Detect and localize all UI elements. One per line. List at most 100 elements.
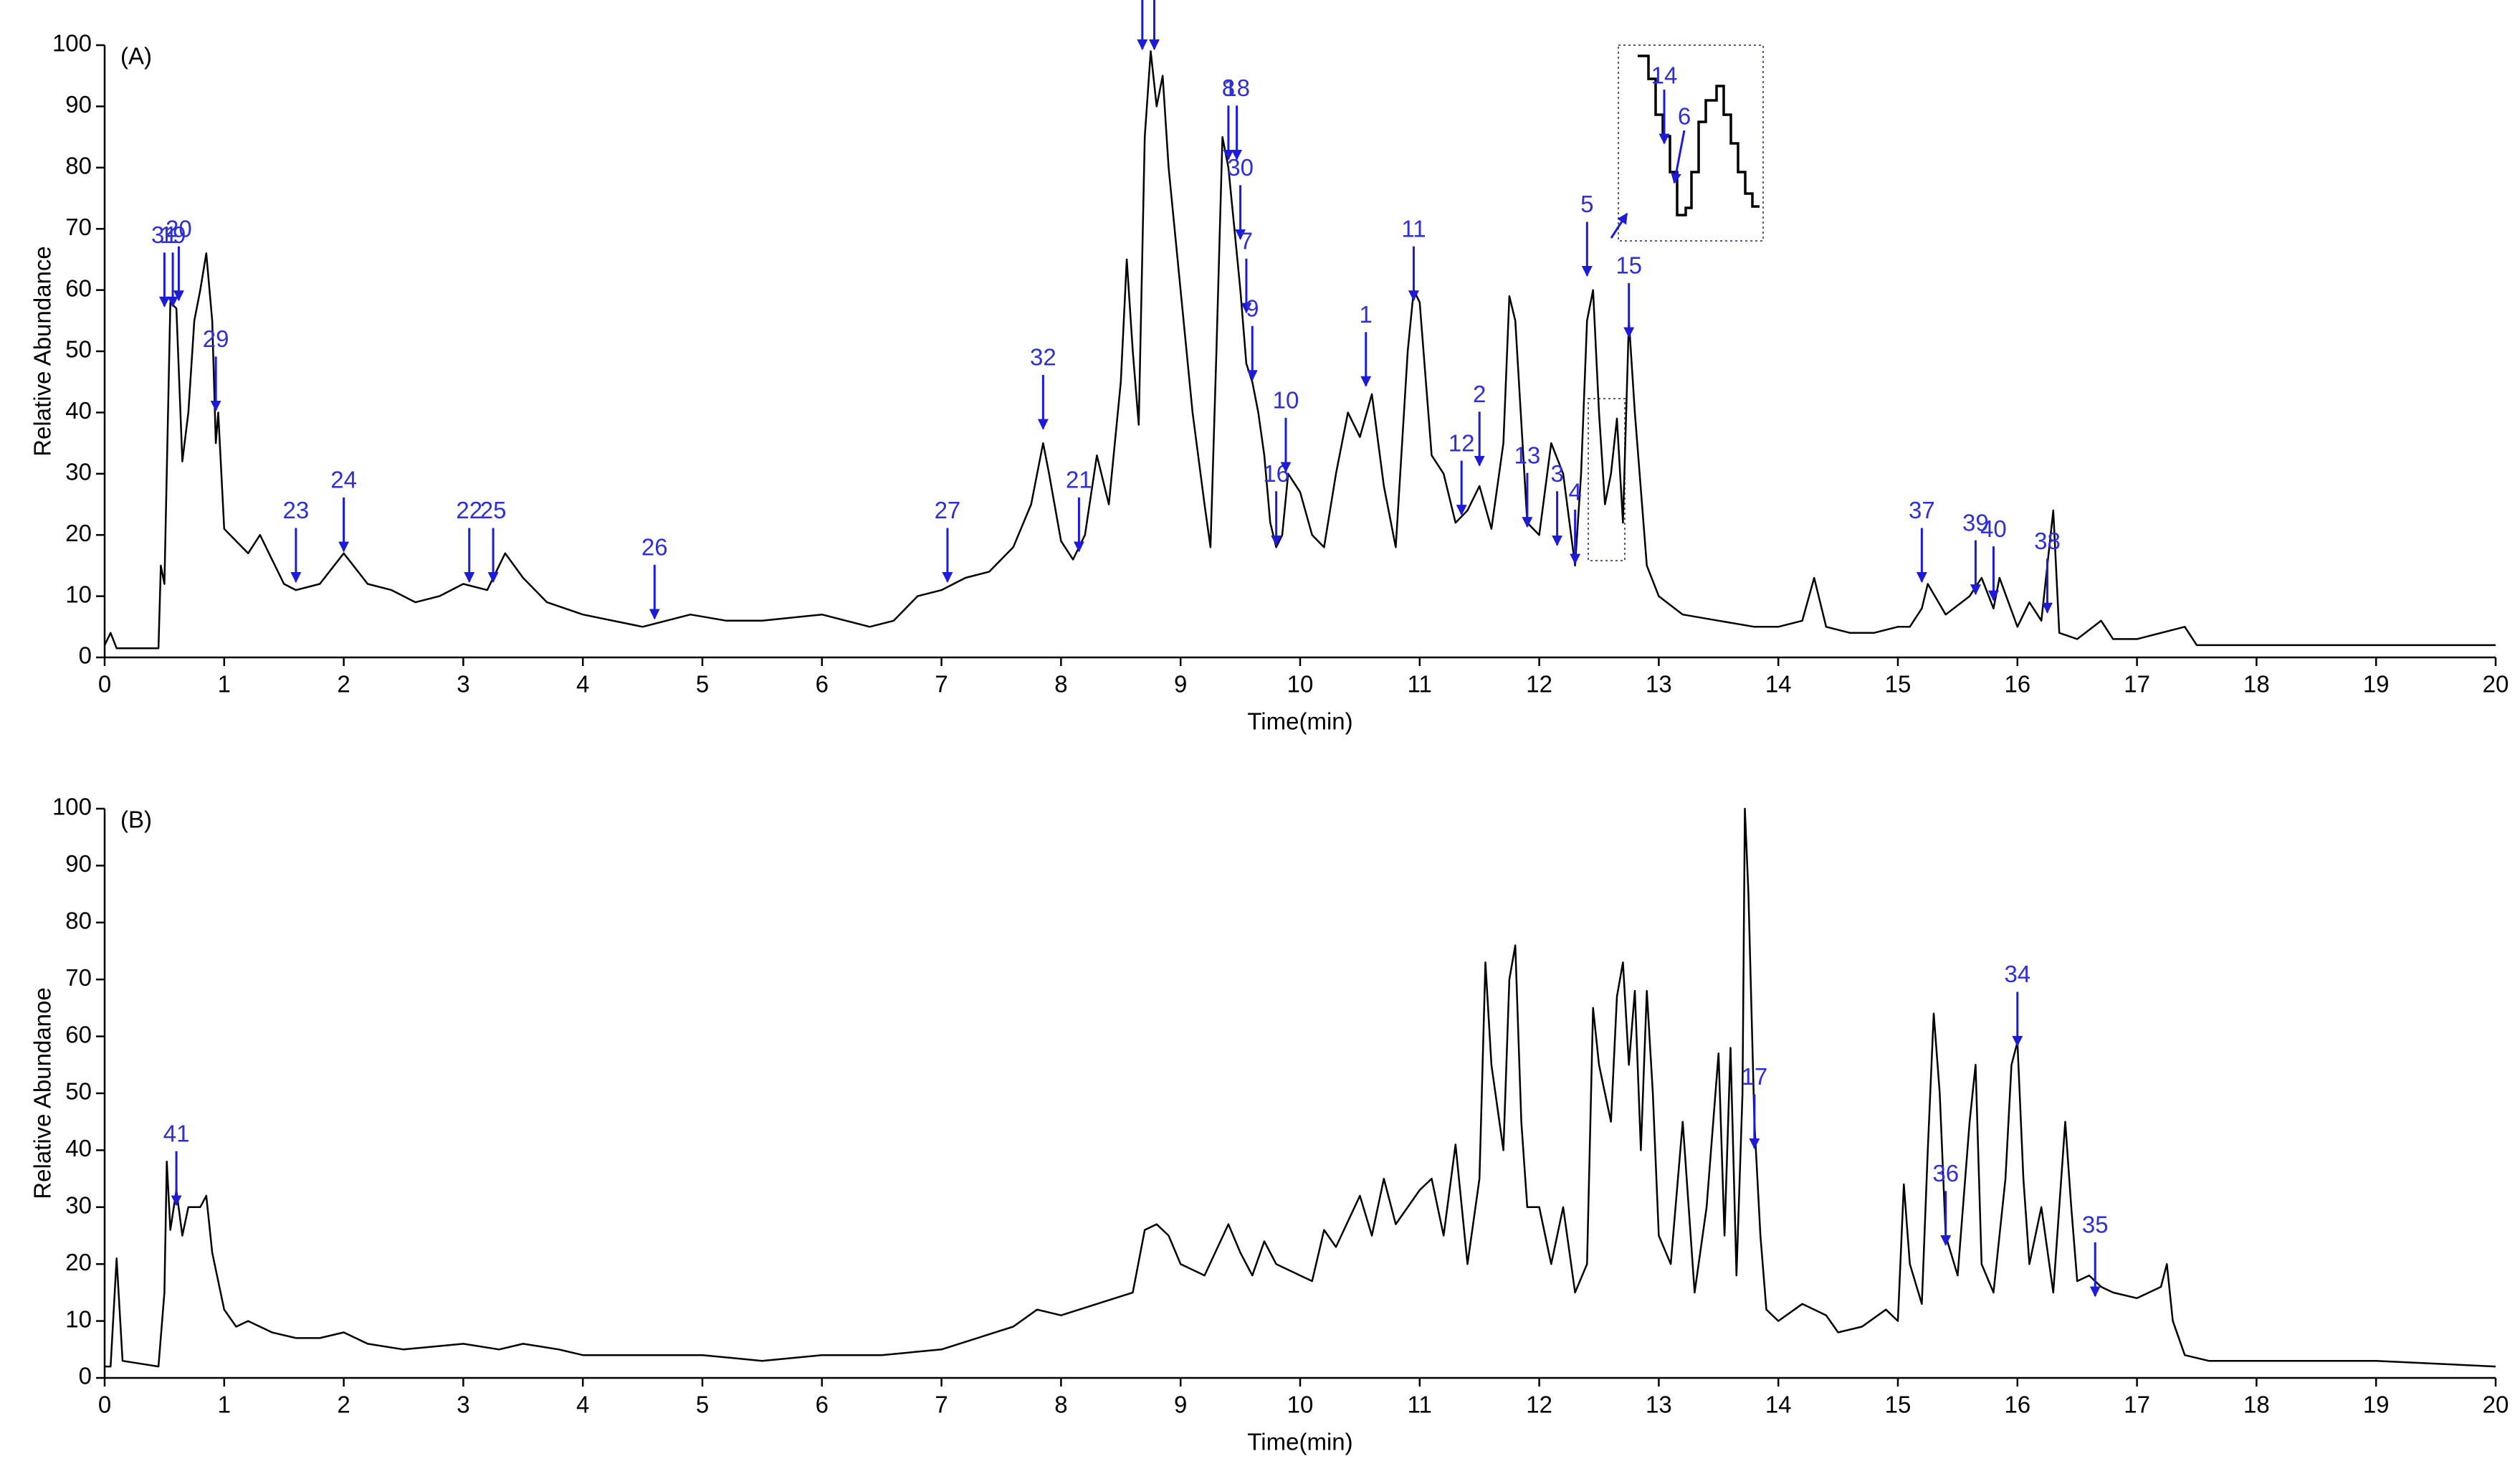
annotation-label: 37 bbox=[1909, 497, 1935, 523]
y-tick-label: 100 bbox=[52, 794, 92, 820]
y-tick-label: 70 bbox=[65, 214, 92, 240]
annotation-label: 21 bbox=[1066, 467, 1092, 493]
inset-pointer bbox=[1610, 212, 1628, 239]
annotation-label: 24 bbox=[330, 467, 357, 493]
x-tick-label: 8 bbox=[1054, 1392, 1067, 1418]
y-axis-label: Relative Abundanoe bbox=[29, 987, 56, 1199]
x-tick-label: 18 bbox=[2243, 671, 2270, 698]
x-tick-label: 0 bbox=[98, 671, 111, 698]
y-tick-label: 90 bbox=[65, 91, 92, 118]
annotation-label: 13 bbox=[1514, 442, 1541, 468]
x-tick-label: 3 bbox=[457, 671, 469, 698]
inset-box bbox=[1618, 44, 1764, 242]
annotation-label: 26 bbox=[641, 533, 668, 560]
annotation-label: 36 bbox=[1932, 1160, 1959, 1186]
x-tick-label: 9 bbox=[1174, 671, 1187, 698]
annotation-label: 9 bbox=[1246, 295, 1259, 321]
y-tick-label: 40 bbox=[65, 1135, 92, 1161]
annotation-label: 32 bbox=[1030, 344, 1056, 371]
annotation-label: 38 bbox=[2034, 528, 2061, 554]
x-tick-label: 9 bbox=[1174, 1392, 1187, 1418]
annotation-label: 10 bbox=[1273, 387, 1299, 414]
x-tick-label: 16 bbox=[2004, 1392, 2030, 1418]
inset-label: 14 bbox=[1651, 62, 1678, 89]
x-tick-label: 5 bbox=[696, 1392, 709, 1418]
y-tick-label: 50 bbox=[65, 336, 92, 363]
x-tick-label: 1 bbox=[218, 671, 231, 698]
trace bbox=[103, 50, 2496, 650]
y-tick-label: 80 bbox=[65, 153, 92, 179]
x-tick-label: 10 bbox=[1287, 671, 1314, 698]
x-tick-label: 5 bbox=[696, 671, 709, 698]
x-tick-label: 12 bbox=[1526, 1392, 1552, 1418]
x-tick-label: 6 bbox=[816, 1392, 829, 1418]
annotation-label: 7 bbox=[1240, 227, 1253, 254]
x-tick-label: 7 bbox=[935, 1392, 948, 1418]
y-tick-label: 20 bbox=[65, 520, 92, 546]
panel-label: (B) bbox=[120, 807, 152, 833]
x-tick-label: 4 bbox=[576, 1392, 589, 1418]
annotation-label: 23 bbox=[283, 497, 310, 523]
y-tick-label: 80 bbox=[65, 908, 92, 934]
annotation-label: 2 bbox=[1473, 381, 1486, 407]
annotation-label: 31 bbox=[151, 222, 178, 248]
x-tick-label: 12 bbox=[1526, 671, 1552, 698]
x-tick-label: 3 bbox=[457, 1392, 469, 1418]
y-tick-label: 60 bbox=[65, 275, 92, 301]
annotation-label: 19 bbox=[160, 222, 186, 248]
y-tick-label: 60 bbox=[65, 1021, 92, 1047]
x-tick-label: 13 bbox=[1646, 671, 1672, 698]
annotation-label: 5 bbox=[1580, 191, 1593, 217]
x-tick-label: 16 bbox=[2004, 671, 2030, 698]
x-tick-label: 2 bbox=[337, 671, 350, 698]
y-tick-label: 20 bbox=[65, 1249, 92, 1275]
y-tick-label: 40 bbox=[65, 397, 92, 424]
x-tick-label: 19 bbox=[2363, 1392, 2390, 1418]
x-tick-label: 17 bbox=[2124, 671, 2150, 698]
annotation-label: 12 bbox=[1448, 429, 1475, 456]
x-tick-label: 2 bbox=[337, 1392, 350, 1418]
x-tick-label: 10 bbox=[1287, 1392, 1314, 1418]
x-tick-label: 17 bbox=[2124, 1392, 2150, 1418]
y-tick-label: 10 bbox=[65, 581, 92, 607]
x-tick-label: 8 bbox=[1054, 671, 1067, 698]
panel-label: (A) bbox=[120, 43, 152, 70]
annotation-label: 15 bbox=[1615, 252, 1642, 279]
x-tick-label: 19 bbox=[2363, 671, 2390, 698]
annotation-label: 34 bbox=[2004, 961, 2030, 987]
x-tick-label: 15 bbox=[1885, 1392, 1912, 1418]
x-tick-label: 4 bbox=[576, 671, 589, 698]
annotation-label: 4 bbox=[1568, 479, 1581, 505]
x-tick-label: 20 bbox=[2483, 671, 2509, 698]
annotation-label: 22 bbox=[456, 497, 482, 523]
y-tick-label: 50 bbox=[65, 1078, 92, 1105]
x-tick-label: 15 bbox=[1885, 671, 1912, 698]
annotation-label: 8 bbox=[1222, 75, 1235, 101]
x-tick-label: 13 bbox=[1646, 1392, 1672, 1418]
annotation-label: 17 bbox=[1741, 1063, 1767, 1090]
y-tick-label: 70 bbox=[65, 964, 92, 991]
annotation-label: 39 bbox=[1962, 509, 1989, 536]
y-tick-label: 0 bbox=[79, 1363, 92, 1389]
y-tick-label: 30 bbox=[65, 459, 92, 485]
x-tick-label: 7 bbox=[935, 671, 948, 698]
x-tick-label: 14 bbox=[1765, 671, 1792, 698]
y-tick-label: 90 bbox=[65, 850, 92, 877]
x-axis-label: Time(min) bbox=[1247, 1429, 1352, 1455]
annotation-label: 35 bbox=[2082, 1212, 2109, 1238]
y-tick-label: 30 bbox=[65, 1192, 92, 1219]
annotation-label: 25 bbox=[480, 497, 507, 523]
x-tick-label: 11 bbox=[1408, 671, 1432, 698]
annotation-label: 3 bbox=[1550, 460, 1563, 487]
y-tick-label: 10 bbox=[65, 1306, 92, 1332]
zoom-region bbox=[1588, 398, 1626, 561]
annotation-label: 27 bbox=[935, 497, 961, 523]
x-tick-label: 0 bbox=[98, 1392, 111, 1418]
inset-arrow bbox=[1671, 130, 1686, 184]
x-tick-label: 14 bbox=[1765, 1392, 1792, 1418]
annotation-label: 1 bbox=[1360, 301, 1373, 328]
trace bbox=[105, 807, 2496, 1368]
x-tick-label: 11 bbox=[1408, 1392, 1432, 1418]
